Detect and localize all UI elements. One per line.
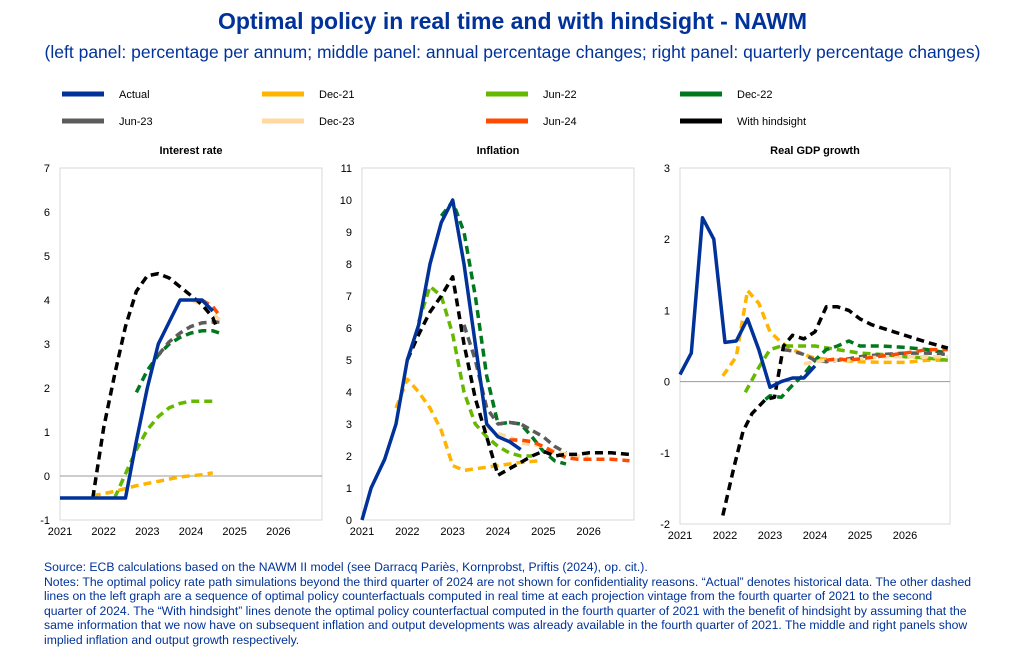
legend-item-dec-23: Dec-23	[262, 116, 354, 128]
x-tick-label: 2024	[486, 526, 510, 538]
y-tick-label: 0	[664, 377, 670, 389]
x-tick-label: 2023	[440, 526, 464, 538]
legend-label: Jun-23	[119, 116, 153, 128]
legend-label: Actual	[119, 89, 150, 101]
chart-subtitle: (left panel: percentage per annum; middl…	[44, 42, 981, 62]
interest-rate-panel: Interest rate -1 0 1 2 3 4 5 6 7 2021 2022 2023 2024 2…	[40, 145, 323, 538]
legend-label: With hindsight	[737, 116, 806, 128]
y-tick-label: 0	[44, 471, 50, 483]
y-tick-label: 1	[44, 427, 50, 439]
y-tick-label: 2	[664, 234, 670, 246]
legend-label: Dec-22	[737, 89, 772, 101]
y-tick-label: 1	[346, 483, 352, 495]
y-tick-label: 2	[44, 383, 50, 395]
y-tick-label: 11	[341, 163, 352, 175]
x-tick-label: 2023	[135, 526, 159, 538]
legend-label: Jun-24	[543, 116, 577, 128]
x-tick-label: 2025	[848, 530, 872, 542]
series-line-jun-23	[783, 347, 948, 364]
series-line-dec-21	[92, 471, 214, 498]
y-tick-label: 7	[44, 163, 50, 175]
y-tick-label: 2	[346, 451, 352, 463]
source-note: Source: ECB calculations based on the NA…	[44, 560, 648, 574]
y-tick-label: 4	[44, 295, 50, 307]
series-line-dec-22	[764, 339, 949, 401]
legend-item-dec-21: Dec-21	[262, 89, 354, 101]
legend-item-jun-23: Jun-23	[62, 116, 153, 128]
legend-item-actual: Actual	[62, 89, 150, 101]
x-tick-label: 2025	[222, 526, 246, 538]
x-tick-label: 2023	[758, 530, 782, 542]
y-tick-label: -1	[660, 448, 670, 460]
notes-text: Notes: The optimal policy rate path simu…	[44, 574, 972, 647]
x-tick-label: 2021	[48, 526, 72, 538]
plot-frame	[679, 167, 951, 525]
y-tick-label: 9	[346, 227, 352, 239]
y-tick-label: 0	[346, 515, 352, 527]
gdp-growth-panel: Real GDP growth -2 -1 0 1 2 3 2021 2022 2023 2024 2…	[660, 145, 951, 542]
x-tick-label: 2024	[803, 530, 827, 542]
x-tick-label: 2022	[395, 526, 419, 538]
y-tick-label: 3	[44, 339, 50, 351]
series-line-actual	[60, 298, 215, 500]
panel-title: Real GDP growth	[770, 145, 860, 157]
legend-label: Jun-22	[543, 89, 577, 101]
series-line-jun-22	[743, 344, 948, 394]
legend-item-with-hindsight: With hindsight	[680, 116, 806, 128]
y-tick-label: -1	[40, 515, 50, 527]
x-tick-label: 2026	[893, 530, 917, 542]
x-tick-label: 2022	[91, 526, 115, 538]
plot-frame	[59, 167, 323, 521]
x-tick-label: 2026	[576, 526, 600, 538]
series-line-jun-22	[417, 284, 532, 458]
x-tick-label: 2025	[531, 526, 555, 538]
legend-label: Dec-21	[319, 89, 354, 101]
y-tick-label: 1	[664, 305, 670, 317]
y-tick-label: -2	[660, 519, 670, 531]
legend-item-dec-22: Dec-22	[680, 89, 772, 101]
y-tick-label: 3	[664, 163, 670, 175]
series-line-actual	[360, 198, 522, 521]
series-line-dec-21	[394, 377, 539, 473]
plot-frame	[361, 167, 635, 521]
y-tick-label: 4	[346, 387, 352, 399]
x-tick-label: 2021	[350, 526, 374, 538]
y-tick-label: 5	[346, 355, 352, 367]
x-tick-label: 2022	[713, 530, 737, 542]
x-tick-label: 2021	[668, 530, 692, 542]
y-tick-label: 10	[340, 195, 352, 207]
notes: Source: ECB calculations based on the NA…	[44, 560, 974, 647]
x-tick-label: 2024	[179, 526, 203, 538]
series-line-dec-23	[803, 354, 948, 366]
series-line-with-hindsight	[721, 305, 949, 516]
series-line-actual	[678, 216, 817, 390]
series-line-with-hindsight	[405, 275, 630, 477]
inflation-panel: Inflation 0 1 2 3 4 5 6 7 8 9 10 11 2021 2022 2023 2024 2…	[340, 145, 635, 538]
series-line-jun-23	[462, 324, 567, 455]
legend-label: Dec-23	[319, 116, 354, 128]
y-tick-label: 6	[346, 323, 352, 335]
chart-title: Optimal policy in real time and with hin…	[217, 8, 808, 34]
y-tick-label: 3	[346, 419, 352, 431]
panel-title: Interest rate	[160, 145, 223, 157]
y-tick-label: 7	[346, 291, 352, 303]
series-line-dec-22	[134, 329, 220, 394]
series-line-jun-24	[826, 347, 948, 362]
series-line-dec-21	[721, 288, 948, 377]
legend-item-jun-22: Jun-22	[486, 89, 577, 101]
y-tick-label: 6	[44, 207, 50, 219]
y-tick-label: 5	[44, 251, 50, 263]
legend-item-jun-24: Jun-24	[486, 116, 577, 128]
panel-title: Inflation	[477, 145, 520, 157]
x-tick-label: 2026	[266, 526, 290, 538]
y-tick-label: 8	[346, 259, 352, 271]
series-line-with-hindsight	[91, 271, 219, 499]
legend: Actual Dec-21 Jun-22 Dec-22 Jun-23 Dec-23 Jun-…	[62, 89, 806, 128]
